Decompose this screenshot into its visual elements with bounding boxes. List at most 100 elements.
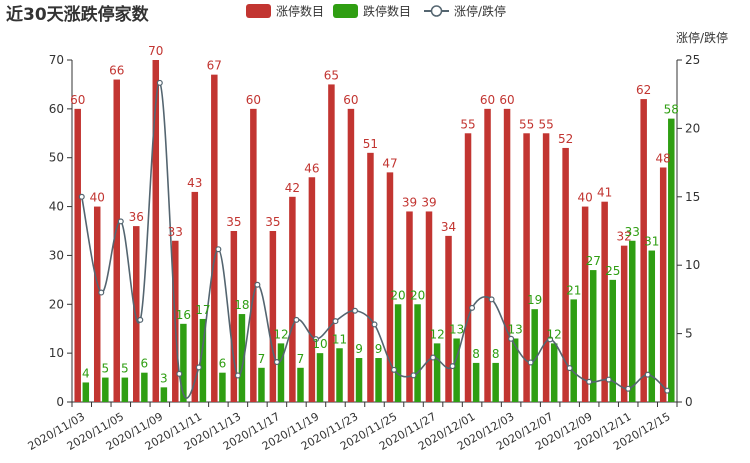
- ratio-point: [293, 316, 300, 323]
- limit-down-label: 13: [449, 322, 464, 336]
- ratio-point: [469, 304, 476, 311]
- limit-down-label: 20: [390, 288, 405, 302]
- limit-down-bar: [160, 387, 168, 402]
- y-right-tick-label: 5: [685, 327, 693, 341]
- limit-down-bar: [219, 372, 226, 402]
- limit-down-bar: [316, 353, 324, 402]
- limit-down-label: 3: [160, 371, 168, 385]
- limit-up-label: 66: [109, 64, 124, 78]
- limit-up-bar: [191, 191, 199, 402]
- limit-down-label: 12: [547, 327, 562, 341]
- legend-label: 涨停/跌停: [454, 4, 506, 19]
- limit-up-label: 55: [519, 117, 534, 131]
- legend-swatch: [246, 4, 271, 18]
- limit-down-bar: [668, 118, 675, 402]
- ratio-point: [215, 246, 222, 253]
- limit-up-label: 62: [636, 83, 651, 97]
- limit-up-bar: [425, 211, 433, 402]
- y-left-tick-label: 20: [49, 297, 64, 311]
- limit-down-bar: [453, 338, 460, 402]
- limit-down-label: 33: [625, 225, 640, 239]
- limit-up-label: 40: [90, 191, 105, 205]
- legend-swatch: [333, 4, 358, 18]
- limit-up-label: 55: [460, 117, 475, 131]
- limit-down-label: 13: [508, 322, 523, 336]
- ratio-point: [488, 296, 495, 303]
- limit-up-label: 60: [70, 93, 85, 107]
- limit-up-label: 42: [285, 181, 300, 195]
- ratio-point: [566, 365, 573, 372]
- limit-up-bar: [542, 133, 550, 403]
- limit-up-bar: [503, 108, 511, 402]
- limit-down-label: 6: [219, 357, 227, 371]
- legend[interactable]: 涨停数目 跌停数目 涨停/跌停: [246, 4, 506, 19]
- y-left-tick-label: 60: [49, 102, 64, 116]
- limit-up-bar: [406, 211, 413, 402]
- ratio-point: [254, 281, 261, 288]
- limit-up-bar: [562, 147, 569, 402]
- limit-up-bar: [464, 133, 472, 403]
- limit-down-bar: [336, 348, 343, 402]
- limit-down-label: 27: [586, 254, 601, 268]
- limit-up-bar: [211, 74, 218, 403]
- ratio-point: [273, 359, 280, 366]
- limit-down-bar: [297, 367, 304, 402]
- y-right-axis-name: 涨停/跌停: [676, 30, 728, 45]
- limit-up-bar: [269, 231, 277, 402]
- limit-up-bar: [328, 84, 335, 402]
- limit-down-label: 8: [472, 347, 480, 361]
- limit-up-bar: [601, 201, 608, 402]
- limit-up-bar: [250, 108, 257, 402]
- legend-item-3[interactable]: 涨停/跌停: [424, 4, 506, 19]
- limit-up-bar: [308, 177, 316, 402]
- limit-down-label: 9: [355, 342, 363, 356]
- limit-up-bar: [133, 226, 140, 402]
- limit-up-bar: [445, 235, 452, 402]
- limit-down-label: 9: [375, 342, 383, 356]
- limit-down-label: 7: [258, 352, 266, 366]
- limit-up-bar: [367, 152, 374, 402]
- legend-item-1[interactable]: 涨停数目: [246, 4, 324, 19]
- limit-down-label: 10: [312, 337, 327, 351]
- ratio-point: [430, 354, 437, 361]
- limit-down-bar: [258, 367, 265, 402]
- limit-up-label: 52: [558, 132, 573, 146]
- ratio-point: [371, 321, 378, 328]
- limit-down-label: 19: [527, 293, 542, 307]
- limit-down-bar: [531, 309, 538, 402]
- y-right-tick-label: 20: [685, 121, 700, 135]
- limit-down-bar: [550, 343, 558, 402]
- limit-down-bar: [648, 250, 656, 402]
- ratio-point: [605, 376, 612, 383]
- limit-down-label: 58: [664, 103, 679, 117]
- ratio-point: [137, 316, 144, 323]
- y-right-tick-label: 15: [685, 190, 700, 204]
- limit-down-label: 12: [273, 327, 288, 341]
- limit-up-label: 47: [382, 156, 397, 170]
- limit-up-label: 43: [187, 176, 202, 190]
- ratio-point: [527, 359, 534, 366]
- limit-down-bar: [355, 358, 363, 402]
- ratio-point: [117, 218, 124, 225]
- limit-up-label: 60: [480, 93, 495, 107]
- limit-up-label: 32: [617, 230, 632, 244]
- legend-label: 涨停数目: [276, 4, 324, 19]
- legend-item-2[interactable]: 跌停数目: [333, 4, 411, 19]
- limit-up-label: 70: [148, 44, 163, 58]
- limit-down-bar: [609, 279, 616, 402]
- limit-up-bar: [289, 196, 296, 402]
- limit-up-label: 55: [538, 117, 553, 131]
- limit-down-label: 12: [429, 327, 444, 341]
- limit-up-bar: [484, 108, 491, 402]
- y-left-tick-label: 0: [56, 395, 64, 409]
- ratio-point: [625, 385, 632, 392]
- ratio-point: [98, 289, 105, 296]
- ratio-line-series: [78, 79, 671, 399]
- ratio-point: [391, 366, 398, 373]
- limit-down-bar: [180, 323, 187, 402]
- limit-up-bar: [659, 167, 667, 402]
- limit-up-bar: [230, 231, 238, 402]
- limit-up-label: 65: [324, 68, 339, 82]
